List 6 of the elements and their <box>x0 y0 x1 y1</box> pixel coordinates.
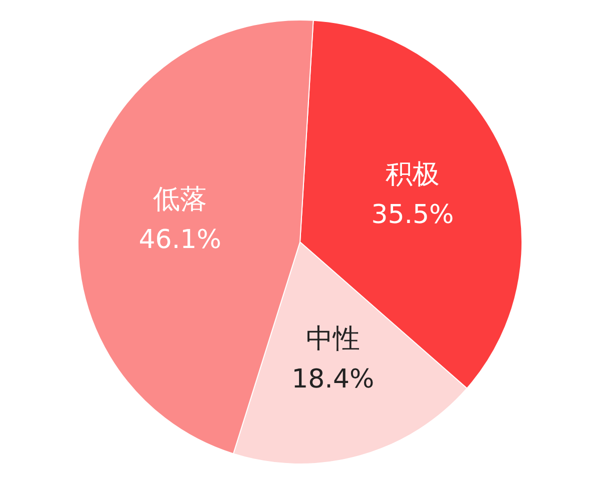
slice-label: 低落 <box>153 184 208 215</box>
data-label: 18.4% <box>292 364 374 394</box>
data-label: 35.5% <box>371 200 454 230</box>
slice-label: 积极 <box>386 158 440 190</box>
data-label: 46.1% <box>138 224 222 255</box>
slice-label: 中性 <box>306 323 360 354</box>
